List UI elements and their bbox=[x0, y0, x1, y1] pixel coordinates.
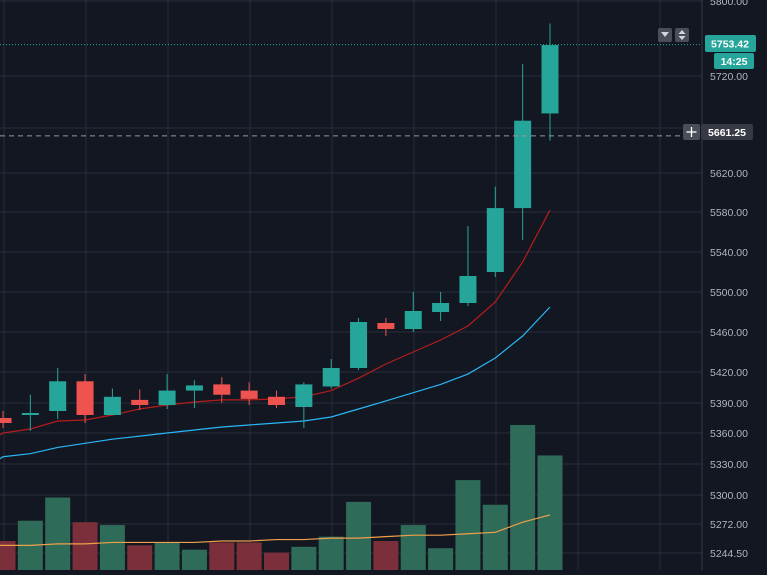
volume-bar bbox=[482, 504, 508, 570]
ma-slow-line bbox=[0, 306, 551, 460]
candle[interactable] bbox=[322, 359, 340, 389]
candle[interactable] bbox=[213, 377, 231, 403]
price-scale-bg bbox=[702, 0, 767, 570]
candle-body bbox=[49, 381, 67, 411]
volume-ma-line bbox=[0, 514, 551, 546]
volume-bar bbox=[537, 455, 563, 570]
candle-body bbox=[514, 120, 532, 209]
candle-body bbox=[76, 381, 94, 415]
candle[interactable] bbox=[131, 389, 149, 410]
price-tick-label: 5420.00 bbox=[710, 367, 748, 379]
candle[interactable] bbox=[240, 382, 258, 405]
candle-body bbox=[268, 396, 285, 405]
volume-bars bbox=[0, 425, 563, 570]
candle-body bbox=[0, 418, 12, 423]
candle-body bbox=[350, 322, 368, 368]
candle-body bbox=[377, 323, 395, 329]
candle-body bbox=[158, 390, 176, 405]
candle[interactable] bbox=[268, 390, 285, 408]
candle[interactable] bbox=[377, 318, 395, 336]
volume-bar bbox=[209, 542, 235, 570]
crosshair-price-label: 5661.25 bbox=[708, 127, 746, 139]
price-tick-label: 5300.00 bbox=[710, 490, 748, 502]
candle[interactable] bbox=[76, 374, 94, 423]
candle[interactable] bbox=[103, 388, 121, 415]
candle-body bbox=[432, 303, 450, 312]
candle-body bbox=[213, 384, 231, 395]
volume-bar bbox=[45, 497, 71, 570]
volume-bar bbox=[291, 546, 317, 570]
volume-ma-line bbox=[0, 514, 551, 546]
volume-bar bbox=[127, 545, 153, 570]
candle[interactable] bbox=[432, 292, 450, 321]
last-price-badge bbox=[705, 35, 756, 52]
price-tick-label: 5390.00 bbox=[710, 398, 748, 410]
volume-bar bbox=[264, 552, 289, 570]
price-tick-label: 5720.00 bbox=[710, 71, 748, 83]
price-tick-label: 5800.00 bbox=[710, 0, 748, 8]
candle[interactable] bbox=[0, 411, 12, 428]
volume-bar bbox=[72, 522, 98, 570]
price-lines bbox=[0, 44, 702, 137]
candle[interactable] bbox=[514, 63, 532, 240]
candle-body bbox=[541, 45, 559, 114]
candle-body bbox=[486, 208, 504, 272]
candle[interactable] bbox=[158, 374, 176, 409]
price-tick-label: 5360.00 bbox=[710, 428, 748, 440]
last-price-label: 5753.42 bbox=[711, 39, 749, 51]
candle-body bbox=[240, 390, 258, 399]
price-tick-label: 5244.50 bbox=[710, 548, 748, 560]
candle[interactable] bbox=[541, 23, 559, 141]
candle[interactable] bbox=[21, 394, 39, 431]
candle-body bbox=[103, 396, 121, 415]
up-down-icon[interactable] bbox=[675, 28, 689, 42]
volume-bar bbox=[236, 542, 262, 570]
ma-fast-line bbox=[0, 209, 551, 436]
candle[interactable] bbox=[350, 318, 368, 370]
volume-bar bbox=[373, 541, 399, 570]
candle-body bbox=[459, 276, 477, 303]
volume-bar bbox=[400, 525, 426, 570]
countdown-label: 14:25 bbox=[721, 56, 748, 68]
candle-body bbox=[131, 399, 149, 405]
volume-bar bbox=[181, 549, 207, 570]
price-tick-label: 5460.00 bbox=[710, 327, 748, 339]
candle-body bbox=[322, 368, 340, 387]
grid bbox=[0, 0, 702, 570]
price-tick-label: 5620.00 bbox=[710, 168, 748, 180]
volume-bar bbox=[510, 425, 536, 570]
candle-body bbox=[185, 385, 203, 391]
volume-bar bbox=[455, 480, 481, 570]
price-tick-label: 5272.00 bbox=[710, 519, 748, 531]
price-tick-label: 5500.00 bbox=[710, 287, 748, 299]
countdown-badge bbox=[714, 53, 754, 69]
moving-averages bbox=[0, 209, 551, 460]
candle[interactable] bbox=[49, 368, 67, 419]
volume-bar bbox=[346, 501, 372, 570]
candle[interactable] bbox=[486, 186, 504, 277]
candle[interactable] bbox=[404, 292, 422, 332]
candle[interactable] bbox=[459, 226, 477, 306]
volume-bar bbox=[154, 542, 180, 570]
candle[interactable] bbox=[185, 380, 203, 408]
candle-body bbox=[295, 384, 313, 407]
candle-body bbox=[21, 413, 39, 415]
volume-bar bbox=[428, 548, 454, 570]
candle-body bbox=[404, 311, 422, 329]
volume-bar bbox=[99, 525, 125, 570]
caret-down-icon[interactable] bbox=[658, 28, 672, 42]
price-tick-label: 5330.00 bbox=[710, 459, 748, 471]
plus-icon[interactable] bbox=[683, 124, 700, 140]
crosshair-price-badge bbox=[701, 124, 753, 140]
candles[interactable] bbox=[0, 23, 559, 432]
price-scale[interactable]: 5800.005720.005670.005620.005580.005540.… bbox=[701, 0, 767, 570]
volume-bar bbox=[0, 541, 16, 570]
price-tick-label: 5580.00 bbox=[710, 207, 748, 219]
candle[interactable] bbox=[295, 382, 313, 428]
volume-bar bbox=[318, 536, 344, 570]
price-tick-label: 5540.00 bbox=[710, 247, 748, 259]
